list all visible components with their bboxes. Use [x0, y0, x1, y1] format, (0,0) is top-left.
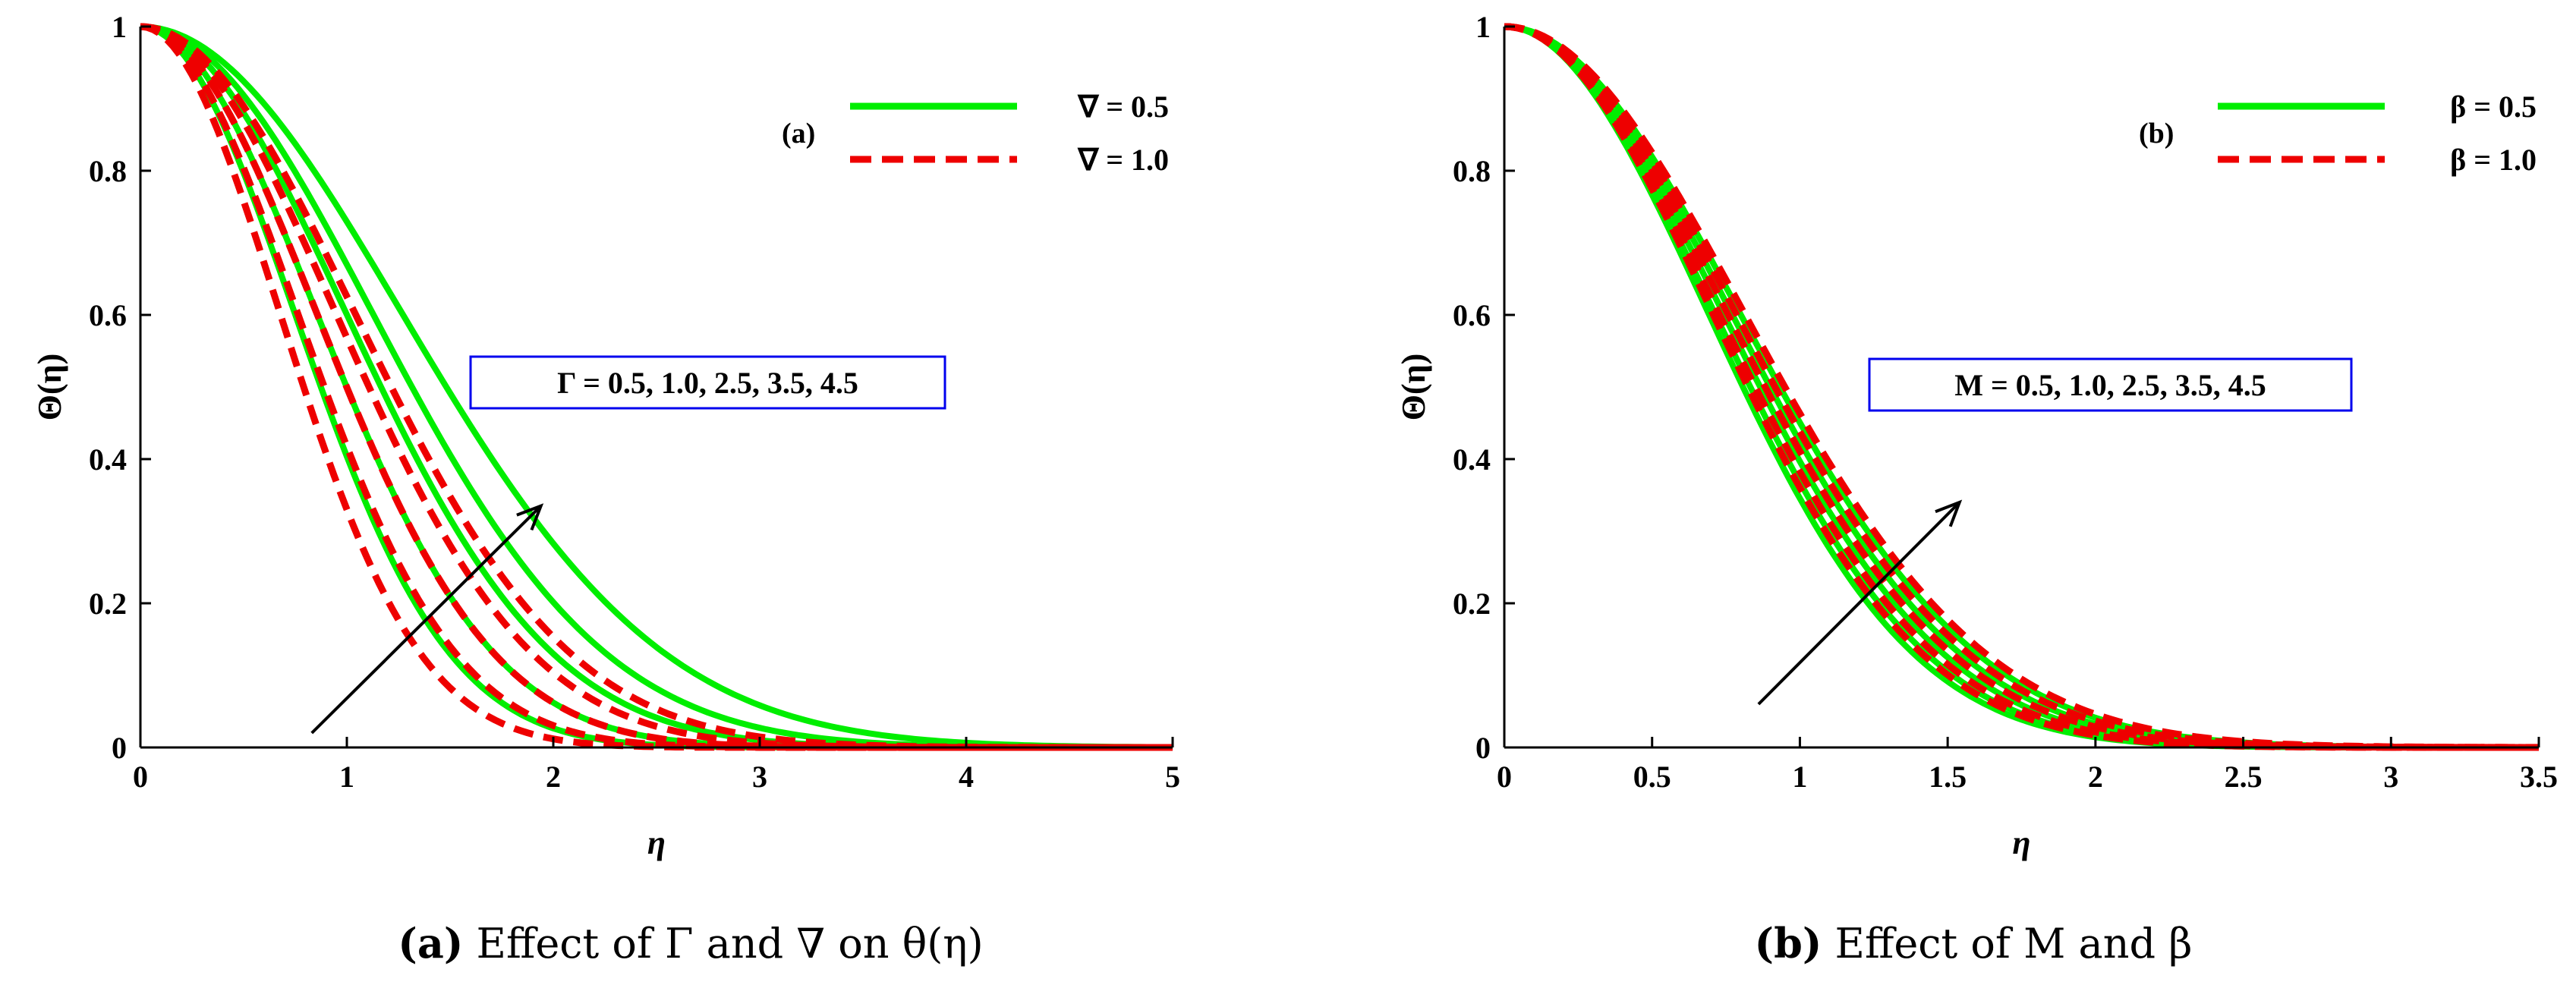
x-tick-label: 2 [546, 760, 561, 794]
y-tick-label: 0.2 [1453, 587, 1491, 621]
panel-a: 0 1 2 3 4 5 0 0.2 0.4 0.6 0.8 1 η Θ(η) ∇ = 0.5 ∇ = 1.0 (… [31, 10, 1180, 968]
series-line-dashed-0.5 [1504, 23, 2539, 751]
x-axis-label: η [647, 824, 666, 861]
x-tick-label: 1.5 [1929, 760, 1967, 794]
legend-label: ∇ = 0.5 [1076, 90, 1169, 124]
series-line-dashed-2.5 [140, 23, 1173, 751]
x-tick-label: 4 [959, 760, 974, 794]
legend-label: β = 1.0 [2450, 143, 2537, 177]
x-tick-label: 3 [752, 760, 767, 794]
series-line-dashed-3.5 [1504, 23, 2539, 751]
y-tick-label: 0.8 [89, 154, 127, 188]
caption-tag: (a) [398, 919, 463, 968]
panel-caption: (b) Effect of M and β [1755, 919, 2193, 968]
x-tick-label: 2 [2088, 760, 2103, 794]
panel-tag: (a) [782, 118, 815, 149]
legend-label: ∇ = 1.0 [1076, 143, 1169, 177]
trend-arrow [310, 505, 543, 735]
y-tick-label: 0.6 [89, 298, 127, 332]
annotation-box [1868, 357, 2353, 412]
y-tick-label: 0 [112, 731, 127, 765]
x-tick-label: 0 [1497, 760, 1512, 794]
x-tick-label: 2.5 [2225, 760, 2263, 794]
annotation-text: Γ = 0.5, 1.0, 2.5, 3.5, 4.5 [557, 366, 858, 400]
x-tick-label: 1 [1792, 760, 1807, 794]
caption-text: Effect of Γ and ∇ on θ(η) [463, 920, 983, 968]
y-tick-label: 0.6 [1453, 298, 1491, 332]
x-tick-label: 1 [339, 760, 354, 794]
y-axis-label: Θ(η) [31, 354, 68, 421]
y-tick-label: 0.2 [89, 587, 127, 621]
panel-tag: (b) [2139, 118, 2174, 149]
legend: ∇ = 0.5 ∇ = 1.0 [850, 90, 1169, 177]
series-line-dashed-4.5 [1504, 23, 2539, 751]
y-tick-label: 0.4 [89, 442, 127, 477]
legend-label: β = 0.5 [2450, 90, 2537, 124]
y-tick-label: 0.8 [1453, 154, 1491, 188]
caption-text: Effect of M and β [1822, 920, 2192, 968]
x-tick-label: 3 [2383, 760, 2398, 794]
y-tick-label: 1 [1475, 10, 1491, 44]
arrow-head-icon [516, 503, 544, 531]
y-tick-label: 0 [1475, 731, 1491, 765]
annotation-box [469, 355, 946, 410]
x-tick-label: 3.5 [2520, 760, 2558, 794]
panel-b: 0 0.5 1 1.5 2 2.5 3 3.5 0 0.2 0.4 0.6 0.8 1 η Θ(η) β = 0… [1395, 10, 2558, 968]
legend: β = 0.5 β = 1.0 [2218, 90, 2537, 177]
caption-tag: (b) [1755, 919, 1822, 968]
y-axis-label: Θ(η) [1395, 354, 1432, 421]
panel-caption: (a) Effect of Γ and ∇ on θ(η) [398, 919, 983, 968]
x-tick-label: 0.5 [1633, 760, 1671, 794]
annotation-text: M = 0.5, 1.0, 2.5, 3.5, 4.5 [1954, 368, 2266, 402]
arrow-head-icon [1935, 499, 1963, 527]
trend-arrow [1757, 501, 1961, 706]
x-tick-label: 5 [1165, 760, 1180, 794]
y-tick-label: 1 [112, 10, 127, 44]
y-tick-label: 0.4 [1453, 442, 1491, 477]
x-tick-label: 0 [133, 760, 148, 794]
x-axis-label: η [2012, 824, 2030, 861]
